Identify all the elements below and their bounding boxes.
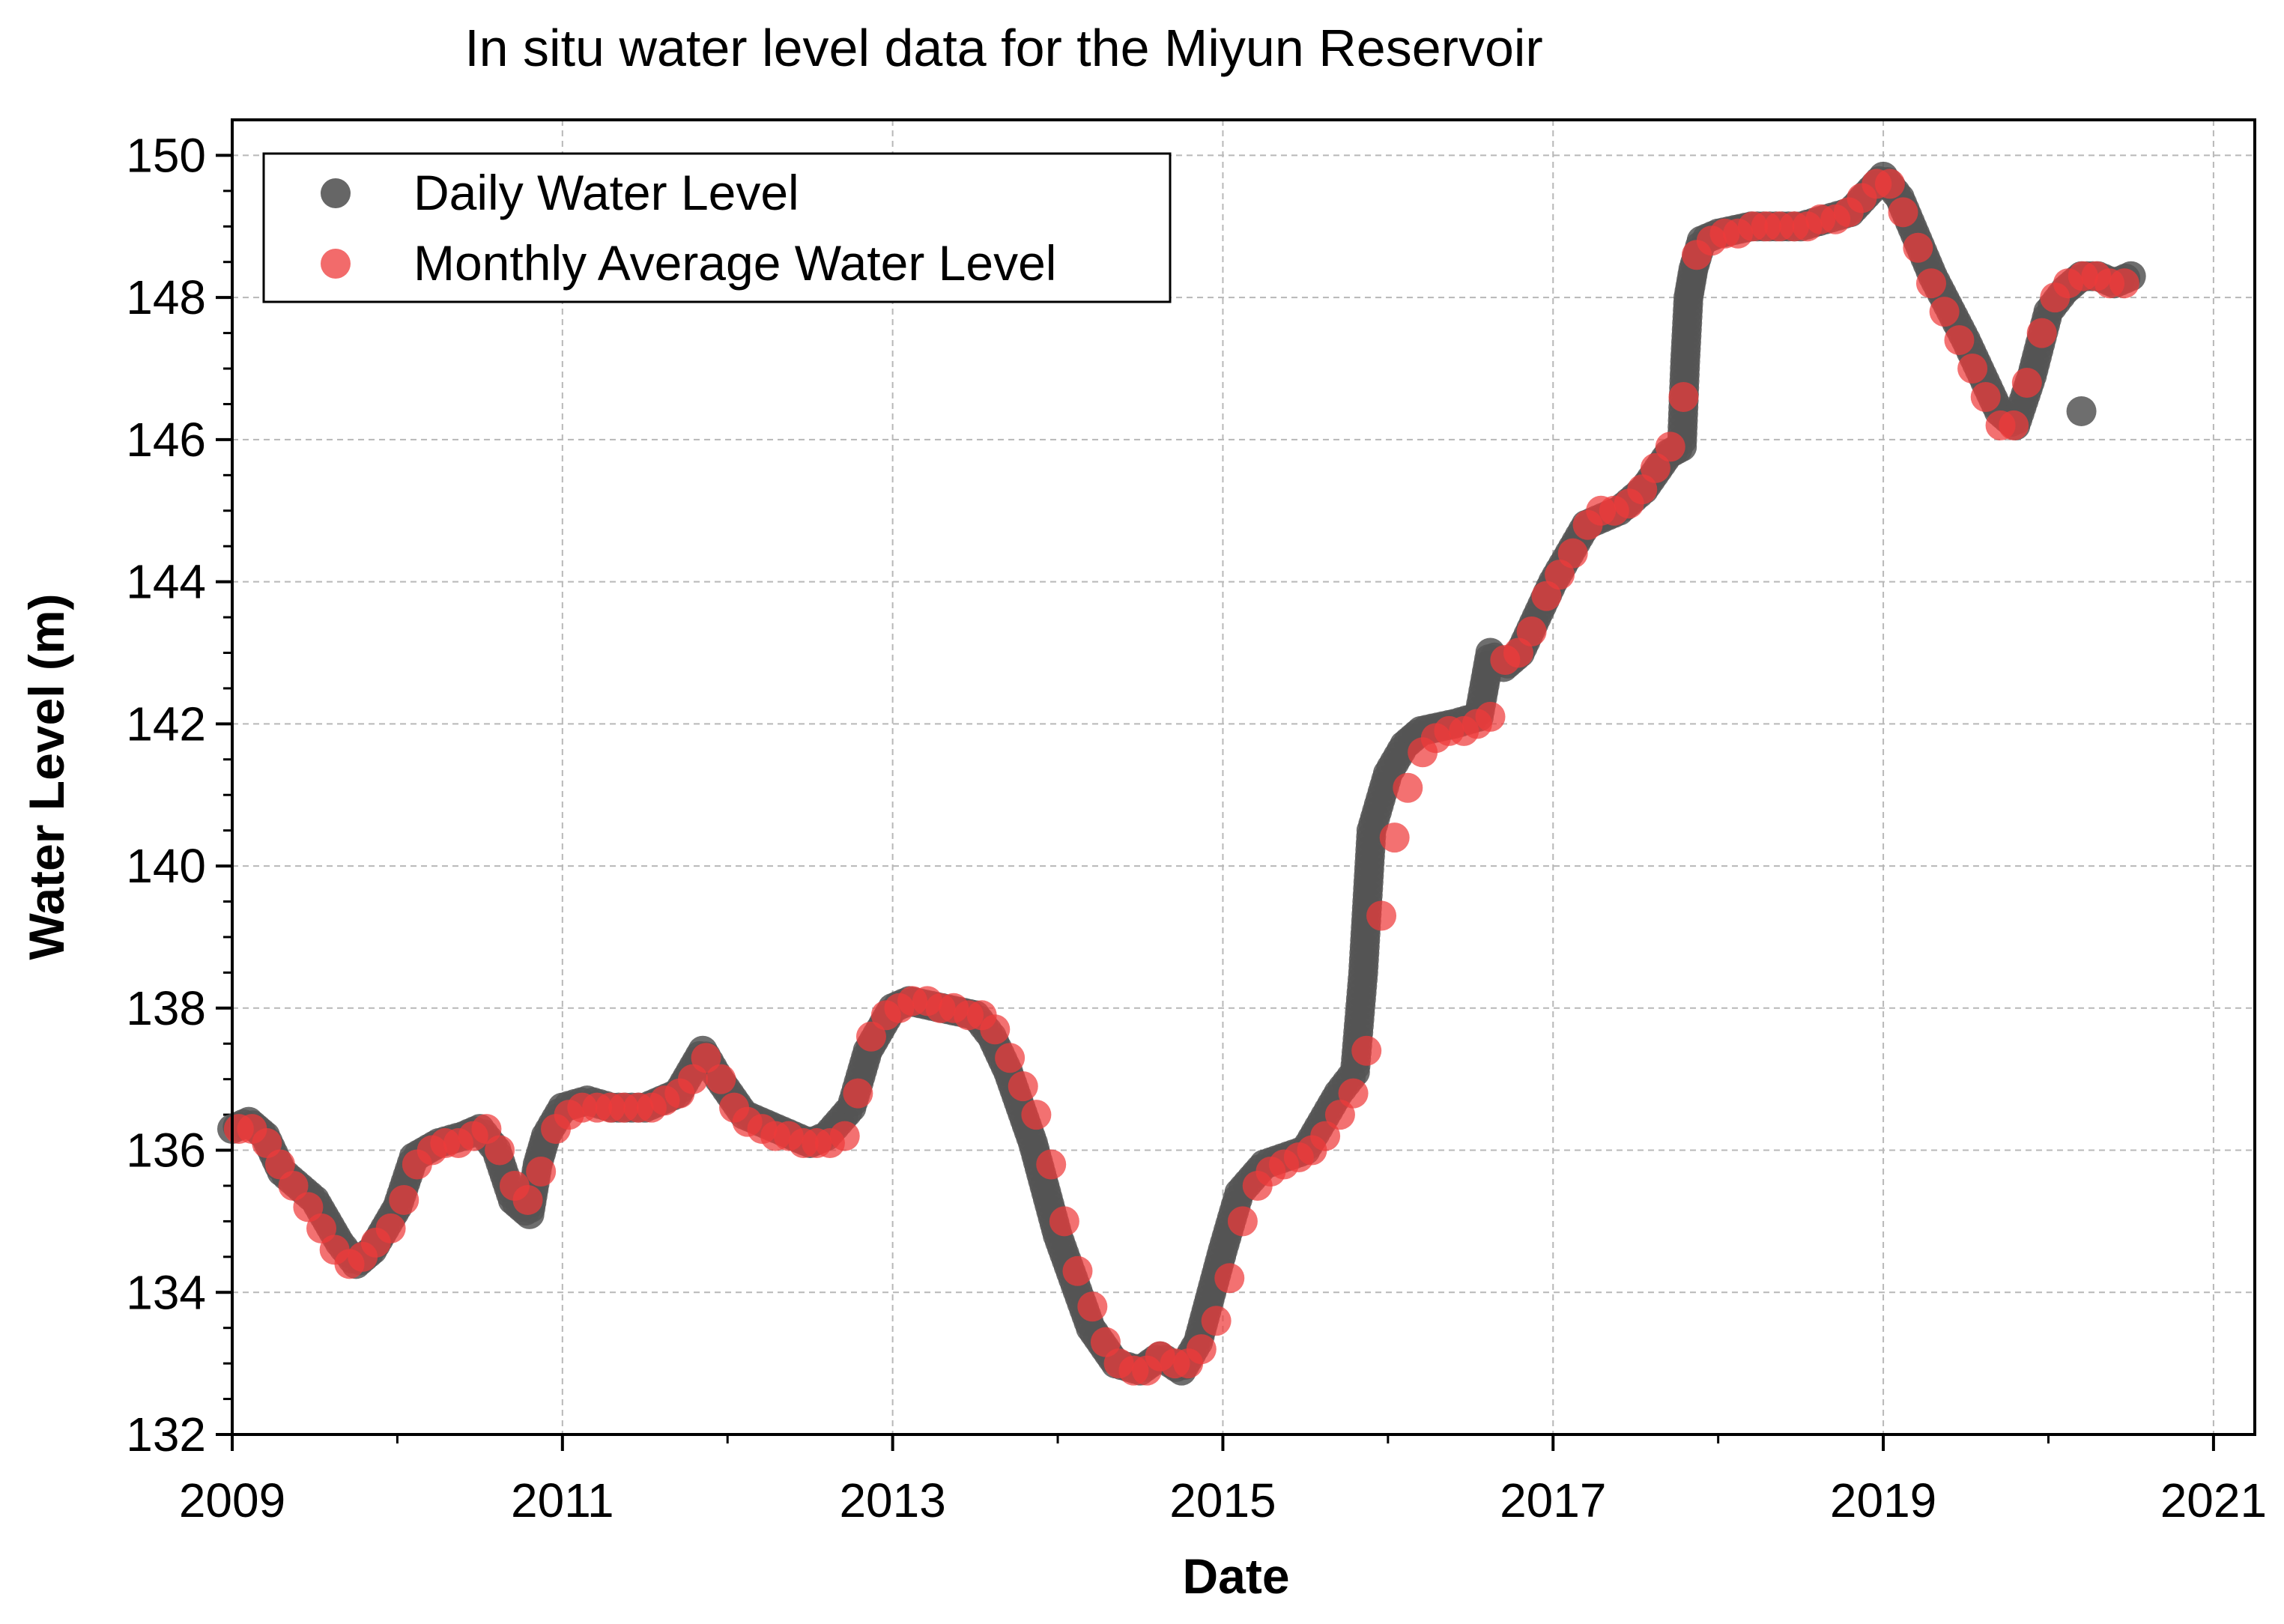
y-tick-label: 146: [126, 413, 206, 467]
monthly-point: [1999, 410, 2029, 440]
monthly-point: [1655, 431, 1685, 462]
x-tick-label: 2011: [511, 1473, 614, 1527]
monthly-point: [1021, 1100, 1052, 1130]
monthly-point: [1379, 822, 1410, 853]
y-axis-title: Water Level (m): [19, 593, 74, 960]
monthly-point: [1916, 268, 1946, 299]
data-layer: [217, 161, 2146, 1386]
chart-title: In situ water level data for the Miyun R…: [464, 19, 1543, 77]
monthly-point: [691, 1043, 721, 1073]
monthly-point: [1036, 1149, 1067, 1180]
monthly-point: [1640, 452, 1670, 483]
monthly-point: [389, 1184, 419, 1215]
legend-marker-daily: [321, 178, 351, 208]
monthly-point: [855, 1021, 886, 1052]
monthly-point: [1186, 1334, 1217, 1365]
legend: Daily Water Level Monthly Average Water …: [262, 152, 1172, 303]
y-tick-label: 140: [126, 839, 206, 893]
y-tick-label: 138: [126, 981, 206, 1035]
y-tick-label: 144: [126, 555, 206, 609]
monthly-point: [980, 1014, 1011, 1045]
y-tick-label: 134: [126, 1265, 206, 1319]
monthly-point: [1944, 325, 1975, 356]
monthly-point: [1903, 232, 1933, 263]
monthly-point: [1970, 381, 2001, 412]
monthly-point: [706, 1064, 736, 1094]
axis-layer: 2009 2011 2013 2015 2017 2019 2021 132 134 136 138…: [126, 128, 2267, 1527]
x-tick-label: 2013: [839, 1473, 945, 1527]
y-tick-label: 136: [126, 1124, 206, 1178]
monthly-point: [1557, 538, 1588, 569]
x-tick-label: 2019: [1830, 1473, 1936, 1527]
monthly-point: [1049, 1206, 1079, 1237]
x-tick-label: 2017: [1500, 1473, 1606, 1527]
monthly-point: [2109, 268, 2139, 299]
legend-marker-monthly: [321, 249, 351, 279]
monthly-point: [1393, 772, 1423, 803]
monthly-point: [1008, 1071, 1038, 1102]
y-tick-label: 142: [126, 697, 206, 751]
monthly-point: [2026, 318, 2057, 348]
monthly-point: [1475, 701, 1506, 732]
y-tick-label: 148: [126, 270, 206, 324]
monthly-point: [1338, 1078, 1369, 1109]
monthly-point: [1668, 381, 1699, 412]
monthly-point: [1077, 1291, 1108, 1322]
monthly-point: [1351, 1035, 1382, 1066]
plot-frame: [231, 118, 2256, 1436]
monthly-point: [1062, 1255, 1093, 1286]
daily-point-outlier: [2066, 396, 2097, 426]
monthly-point: [2011, 368, 2042, 398]
legend-label-daily: Daily Water Level: [414, 165, 799, 220]
x-axis-title: Date: [1182, 1548, 1289, 1604]
monthly-point: [829, 1121, 860, 1151]
monthly-point: [1929, 297, 1960, 327]
monthly-point: [526, 1157, 557, 1187]
x-tick-label: 2015: [1169, 1473, 1276, 1527]
monthly-point: [1201, 1306, 1232, 1336]
monthly-point: [995, 1043, 1026, 1073]
monthly-point: [843, 1078, 873, 1109]
monthly-point: [1366, 900, 1397, 931]
monthly-point: [1888, 197, 1918, 228]
legend-label-monthly: Monthly Average Water Level: [414, 235, 1056, 291]
y-tick-label: 150: [126, 128, 206, 182]
monthly-point: [512, 1184, 543, 1215]
monthly-point: [485, 1135, 515, 1166]
monthly-point: [278, 1170, 309, 1201]
x-tick-label: 2021: [2160, 1473, 2267, 1527]
monthly-point: [1957, 354, 1988, 384]
monthly-point: [1227, 1206, 1258, 1237]
monthly-point: [1516, 616, 1547, 647]
monthly-point: [1310, 1121, 1341, 1151]
y-tick-label: 132: [126, 1408, 206, 1461]
monthly-point: [375, 1213, 406, 1243]
monthly-point: [1214, 1263, 1245, 1294]
x-tick-label: 2009: [179, 1473, 285, 1527]
monthly-point: [1874, 169, 1905, 199]
legend-box: [262, 152, 1172, 303]
